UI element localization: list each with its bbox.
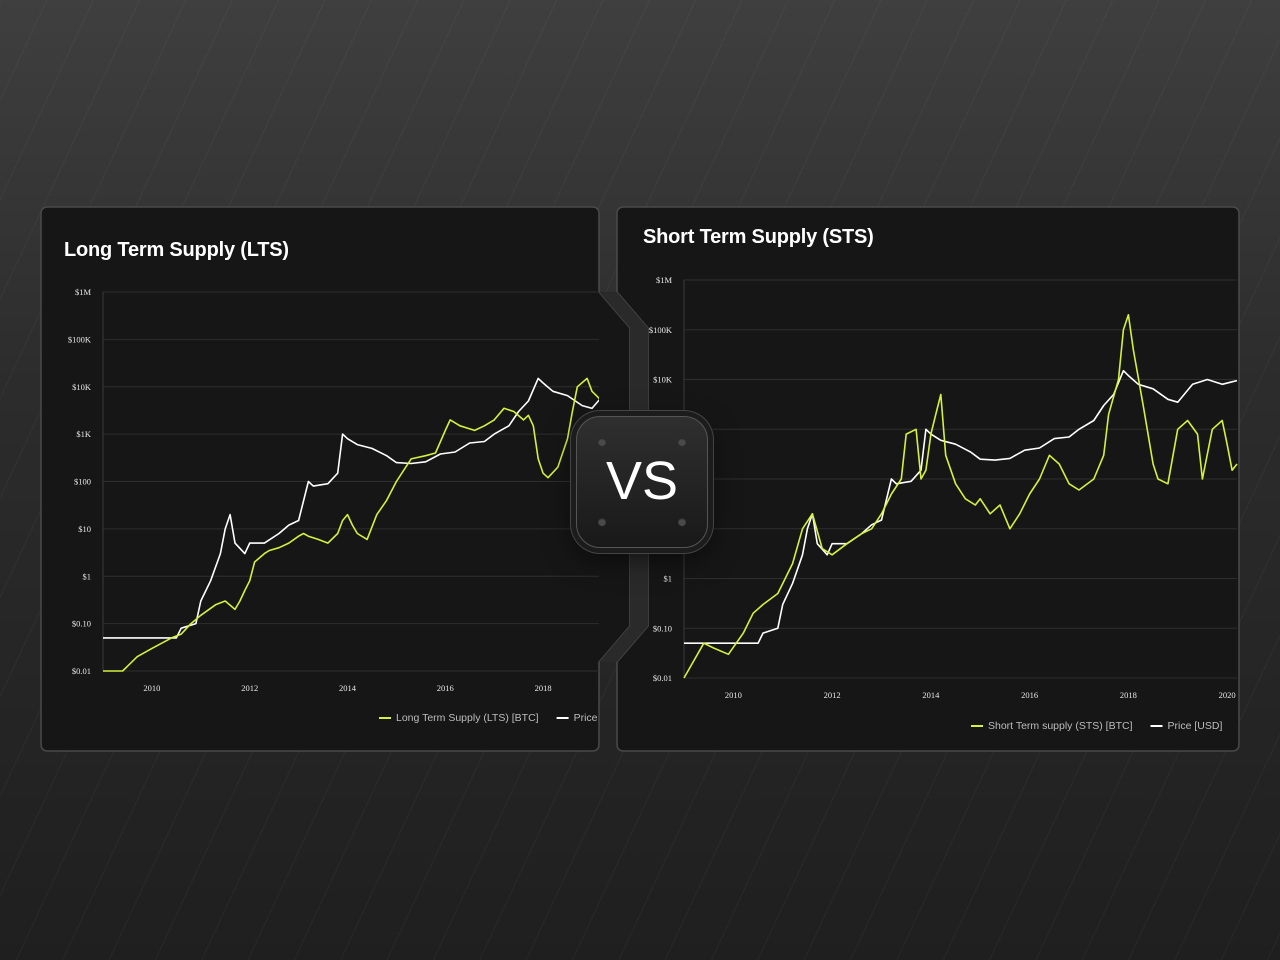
y-tick-label: $100K (68, 334, 92, 344)
y-tick-label: $1M (75, 287, 92, 297)
y-tick-label: $10K (653, 375, 673, 385)
supply-series-line (103, 377, 599, 672)
y-tick-label: $1 (664, 574, 673, 584)
x-tick-label: 2012 (824, 690, 841, 700)
y-tick-label: $0.10 (653, 623, 672, 633)
y-tick-label: $1M (656, 275, 673, 285)
supply-series-line (683, 314, 1238, 679)
y-tick-label: $100K (649, 325, 673, 335)
x-tick-label: 2016 (1021, 690, 1038, 700)
rivet-icon (678, 518, 686, 526)
y-tick-label: $0.10 (72, 619, 91, 629)
x-tick-label: 2016 (437, 683, 454, 693)
legend-label: Price (574, 712, 598, 724)
y-tick-label: $0.01 (72, 666, 91, 676)
y-tick-label: $0.01 (653, 673, 672, 683)
x-tick-label: 2010 (143, 683, 160, 693)
x-tick-label: 2010 (725, 690, 742, 700)
center-channel (599, 292, 648, 662)
lts-chart: $0.01 $0.10 $1 $10 $100 $1K $10K $100K $1M 2010 20… (68, 287, 599, 724)
rivet-icon (598, 518, 606, 526)
price-series-line (103, 377, 599, 639)
legend-label: Short Term supply (STS) [BTC] (988, 720, 1133, 732)
x-tick-label: 2014 (339, 683, 357, 693)
legend-label: Long Term Supply (LTS) [BTC] (396, 712, 539, 724)
vs-badge: VS (576, 416, 708, 548)
rivet-icon (678, 438, 686, 446)
y-tick-label: $10 (78, 524, 91, 534)
x-tick-label: 2014 (922, 690, 940, 700)
rivet-icon (598, 438, 606, 446)
legend-label: Price [USD] (1168, 720, 1223, 732)
lts-card (40, 206, 631, 752)
x-tick-label: 2018 (1120, 690, 1137, 700)
y-tick-label: $10K (72, 382, 92, 392)
lts-title: Long Term Supply (LTS) (64, 239, 289, 261)
x-tick-label: 2020 (1219, 690, 1236, 700)
sts-title: Short Term Supply (STS) (643, 226, 874, 248)
y-tick-label: $100 (74, 477, 91, 487)
x-tick-label: 2018 (535, 683, 552, 693)
y-tick-label: $1K (76, 429, 92, 439)
price-series-line (684, 369, 1238, 644)
sts-chart: $0.01$0.10$1$10$100$1K$10K$100K$1M201020… (649, 275, 1238, 732)
x-tick-label: 2012 (241, 683, 258, 693)
y-tick-label: $1 (83, 571, 92, 581)
vs-label: VS (605, 451, 679, 511)
